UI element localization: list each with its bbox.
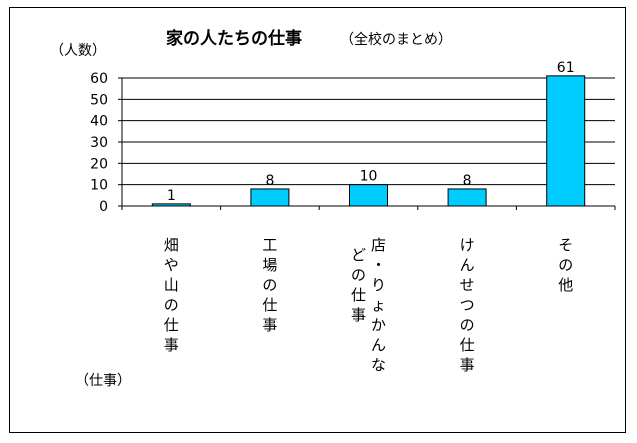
- y-axis-label: （人数）: [50, 43, 106, 59]
- category-label-char: り: [371, 276, 386, 294]
- y-tick-label: 20: [90, 156, 108, 172]
- category-label-char: 事: [460, 356, 475, 374]
- category-label-char: ょ: [371, 296, 386, 314]
- x-axis-label: （仕事）: [75, 373, 131, 389]
- y-tick-label: 30: [90, 135, 108, 151]
- category-label-char: 仕: [351, 286, 366, 304]
- category-label-char: の: [164, 296, 179, 314]
- category-label-char: つ: [460, 296, 475, 314]
- category-label-char: 事: [164, 336, 179, 354]
- category-label-char: 場: [262, 256, 277, 274]
- category-label-char: 店: [371, 236, 386, 254]
- bar: [447, 188, 487, 207]
- category-label-char: の: [558, 256, 573, 274]
- category-label-char: 仕: [164, 316, 179, 334]
- category-label-char: 仕: [262, 296, 277, 314]
- y-tick-label: 0: [99, 199, 108, 215]
- category-label-char: 工: [262, 236, 277, 254]
- category-label-char: 事: [262, 316, 277, 334]
- y-tick-labels: 0 10 20 30 40 50 60: [90, 71, 108, 215]
- category-label-char: 事: [351, 306, 366, 324]
- category-label-char: の: [460, 316, 475, 334]
- bars: [151, 75, 586, 207]
- category-label-char: ど: [351, 246, 366, 264]
- category-label-char: 仕: [460, 336, 475, 354]
- data-label: 61: [557, 60, 575, 76]
- data-labels: 1 8 10 8 61: [167, 60, 575, 204]
- data-label: 8: [265, 173, 274, 189]
- data-label: 1: [167, 188, 176, 204]
- bar: [349, 184, 388, 207]
- category-label-char: そ: [558, 236, 573, 254]
- category-label-char: ん: [460, 256, 475, 274]
- category-label-char: や: [164, 256, 179, 274]
- data-label: 8: [463, 173, 472, 189]
- axes: [118, 77, 616, 210]
- category-label-char: け: [460, 236, 475, 254]
- category-label-char: の: [262, 276, 277, 294]
- data-label: 10: [360, 169, 378, 185]
- y-tick-label: 50: [90, 92, 108, 108]
- category-label-char: か: [371, 316, 386, 334]
- y-tick-label: 10: [90, 178, 108, 194]
- category-label-char: な: [371, 356, 386, 374]
- category-label-char: の: [351, 266, 366, 284]
- chart-title: 家の人たちの仕事: [166, 28, 302, 49]
- y-tick-label: 40: [90, 114, 108, 130]
- gridlines: [122, 77, 615, 186]
- category-label-char: せ: [460, 276, 475, 294]
- category-label-char: 山: [164, 276, 179, 294]
- chart-subtitle: （全校のまとめ）: [340, 31, 452, 48]
- y-tick-label: 60: [90, 71, 108, 87]
- bar: [546, 75, 586, 207]
- category-label-char: 他: [558, 276, 573, 294]
- category-label-char: 畑: [164, 236, 179, 254]
- bar: [250, 188, 290, 207]
- category-label-char: ん: [371, 336, 386, 354]
- category-label-char: ・: [371, 256, 386, 274]
